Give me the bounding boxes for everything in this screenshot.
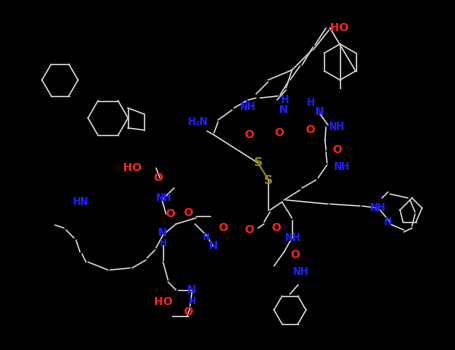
Text: S: S: [253, 156, 263, 169]
Text: HO: HO: [154, 297, 173, 307]
Text: N: N: [279, 105, 288, 115]
Text: N: N: [187, 285, 197, 295]
Text: NH: NH: [284, 233, 300, 243]
Text: S: S: [263, 174, 273, 187]
Text: O: O: [305, 125, 315, 135]
Text: NH: NH: [328, 122, 344, 132]
Text: NH: NH: [292, 267, 308, 277]
Text: NH: NH: [369, 203, 385, 213]
Text: O: O: [274, 128, 283, 138]
Text: H: H: [280, 95, 288, 105]
Text: O: O: [290, 250, 300, 260]
Text: O: O: [183, 307, 192, 317]
Text: N: N: [315, 107, 324, 117]
Text: N: N: [209, 241, 218, 251]
Text: O: O: [153, 173, 163, 183]
Text: NH: NH: [155, 193, 171, 203]
Text: O: O: [244, 130, 254, 140]
Text: O: O: [218, 223, 228, 233]
Text: NH: NH: [333, 162, 349, 172]
Text: O: O: [332, 145, 342, 155]
Text: HO: HO: [123, 163, 142, 173]
Text: HN: HN: [72, 197, 88, 207]
Text: N: N: [158, 228, 167, 238]
Text: H: H: [160, 239, 167, 248]
Text: HO: HO: [330, 23, 349, 33]
Text: H: H: [202, 232, 209, 241]
Text: O: O: [165, 209, 175, 219]
Text: NH: NH: [239, 102, 255, 112]
Text: H₂N: H₂N: [187, 117, 208, 127]
Text: O: O: [271, 223, 281, 233]
Text: H: H: [188, 298, 196, 307]
Text: H: H: [306, 98, 314, 108]
Text: N: N: [383, 217, 391, 227]
Text: O: O: [183, 208, 192, 218]
Text: O: O: [244, 225, 254, 235]
